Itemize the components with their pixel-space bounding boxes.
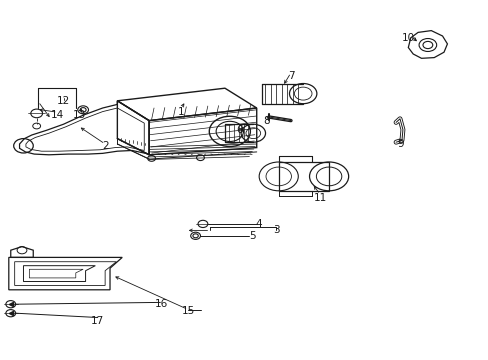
Text: 7: 7 — [287, 71, 294, 81]
Text: 2: 2 — [102, 141, 108, 151]
Text: 10: 10 — [401, 33, 414, 43]
Text: 5: 5 — [248, 231, 255, 241]
Text: 9: 9 — [397, 139, 404, 149]
Text: 15: 15 — [181, 306, 195, 316]
Text: 1: 1 — [177, 107, 184, 117]
Text: 6: 6 — [236, 125, 243, 135]
Text: 11: 11 — [313, 193, 326, 203]
Text: 4: 4 — [255, 219, 262, 229]
Text: 17: 17 — [91, 316, 104, 326]
Text: 14: 14 — [51, 110, 64, 120]
Text: 16: 16 — [154, 299, 168, 309]
Text: 3: 3 — [272, 225, 279, 235]
Text: 8: 8 — [263, 116, 269, 126]
Text: 13: 13 — [73, 110, 86, 120]
Text: 12: 12 — [57, 96, 70, 106]
